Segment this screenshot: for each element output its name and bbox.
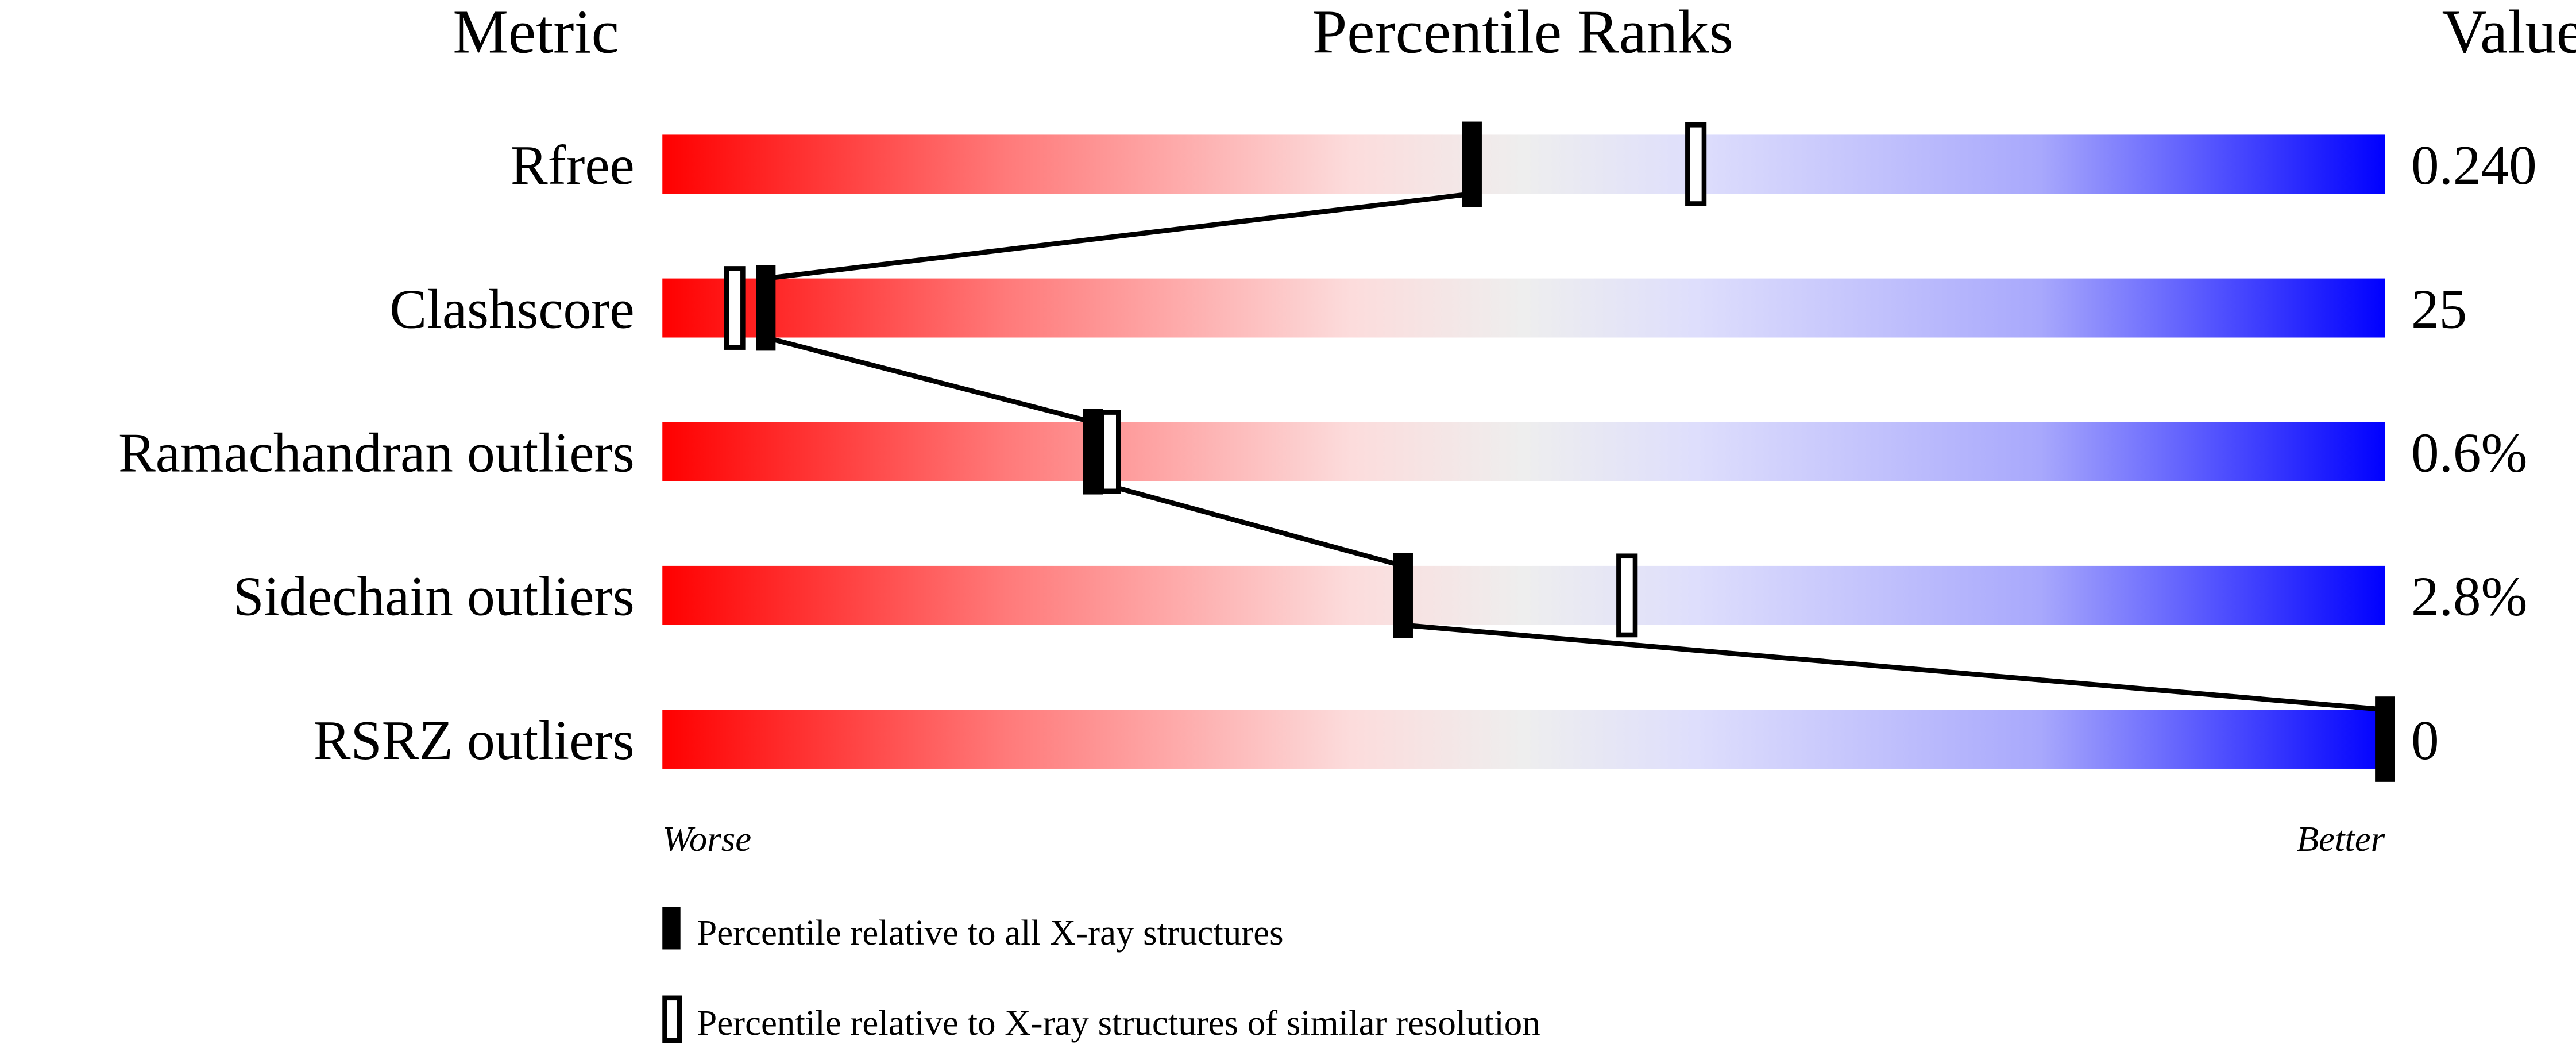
legend-filled-label: Percentile relative to all X-ray structu…: [697, 912, 1283, 953]
metric-value: 25: [2411, 278, 2467, 340]
legend-open-marker: [662, 995, 682, 1043]
better-label: Better: [2297, 819, 2385, 859]
worse-label: Worse: [662, 819, 751, 859]
percentile-similar-marker: [1099, 410, 1121, 494]
gradient-bar: [662, 710, 2385, 769]
legend-filled-marker: [662, 907, 681, 950]
gradient-bar: [662, 134, 2385, 194]
connector-line: [765, 191, 1473, 281]
metric-value: 0.240: [2411, 134, 2537, 196]
metric-label: Clashscore: [389, 278, 634, 340]
metric-value: 0.6%: [2411, 422, 2527, 484]
gradient-bar: [662, 565, 2385, 625]
legend-open-label: Percentile relative to X-ray structures …: [697, 1003, 1540, 1043]
gradient-bar: [662, 278, 2385, 338]
metric-label: Ramachandran outliers: [118, 422, 635, 484]
metric-value: 0: [2411, 710, 2439, 772]
metric-label: Sidechain outliers: [233, 566, 635, 628]
metric-label: Rfree: [511, 134, 635, 196]
metric-label: RSRZ outliers: [314, 710, 635, 772]
connector-line: [1403, 622, 2385, 712]
percentile-all-marker: [1083, 409, 1103, 495]
connector-line: [765, 335, 1094, 425]
percentile-similar-marker: [1685, 122, 1707, 206]
header-value: Value: [2442, 0, 2576, 66]
percentile-all-marker: [1462, 121, 1482, 207]
percentile-all-marker: [1393, 553, 1413, 638]
connector-line: [1092, 479, 1404, 569]
header-percentile-ranks: Percentile Ranks: [1312, 0, 1733, 66]
percentile-all-marker: [756, 265, 776, 351]
percentile-similar-marker: [1616, 553, 1638, 638]
percentile-similar-marker: [724, 266, 746, 350]
metric-value: 2.8%: [2411, 566, 2527, 628]
header-metric: Metric: [453, 0, 619, 66]
percentile-all-marker: [2375, 696, 2395, 782]
gradient-bar: [662, 422, 2385, 481]
